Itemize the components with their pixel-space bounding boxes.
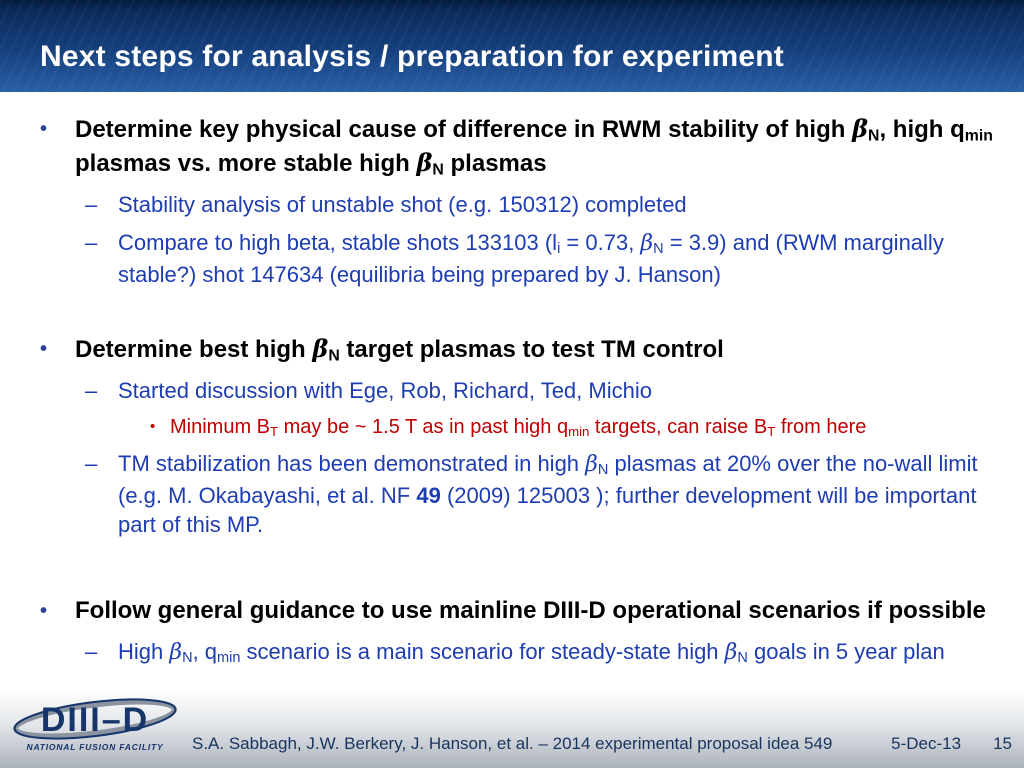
bullet-marker: –	[85, 230, 98, 256]
bullet-text: Determine best high βN target plasmas to…	[75, 333, 998, 367]
text-segment: Determine key physical cause of differen…	[75, 116, 853, 143]
subscript: N	[597, 462, 609, 479]
text-segment: Stability analysis of unstable shot (e.g…	[118, 192, 687, 218]
text-segment: , high q	[879, 116, 965, 143]
greek-symbol: β	[585, 452, 598, 478]
greek-symbol: β	[852, 114, 869, 143]
greek-symbol: β	[169, 639, 183, 665]
bullet-line-l1: • Determine best high βN target plasmas t…	[40, 333, 998, 367]
text-segment: goals in 5 year plan	[747, 638, 945, 664]
bullet-marker: •	[40, 600, 48, 623]
bullet-marker: •	[40, 338, 48, 361]
bullet-line-l2: – TM stabilization has been demonstrated …	[85, 449, 998, 539]
bullet-line-l1: • Follow general guidance to use mainline…	[40, 595, 998, 628]
bullet-line-l2: – Started discussion with Ege, Rob, Richa…	[85, 376, 998, 405]
bullet-marker: –	[85, 638, 98, 664]
bullet-text: Determine key physical cause of differen…	[75, 113, 998, 181]
text-segment: TM stabilization has been demonstrated i…	[118, 451, 586, 477]
logo-ellipse-navy	[13, 698, 177, 740]
footer-strip	[0, 690, 1024, 768]
subscript: N	[653, 241, 664, 258]
subscript: N	[432, 161, 444, 179]
bullet-marker: •	[40, 118, 48, 140]
text-segment: plasmas vs. more stable high	[75, 150, 417, 178]
greek-symbol: β	[416, 148, 433, 178]
text-segment: from here	[775, 416, 867, 439]
text-segment: plasmas	[443, 150, 547, 178]
footer-text: S.A. Sabbagh, J.W. Berkery, J. Hanson, e…	[192, 734, 1012, 754]
text-segment: Follow general guidance to use mainline …	[75, 597, 986, 625]
text-segment: may be ~ 1.5 T as in past high q	[278, 416, 569, 439]
bullet-line-l2: – Stability analysis of unstable shot (e.…	[85, 190, 998, 219]
bullet-marker: •	[150, 418, 156, 436]
greek-symbol: β	[312, 334, 329, 364]
text-segment: Minimum B	[170, 416, 271, 439]
subscript: min	[568, 424, 590, 440]
subscript: T	[767, 424, 776, 440]
bullet-text: Compare to high beta, stable shots 13310…	[118, 228, 998, 289]
bullet-group: • Follow general guidance to use mainline…	[40, 595, 998, 668]
bullet-text: Follow general guidance to use mainline …	[75, 595, 998, 628]
bullet-text: Started discussion with Ege, Rob, Richar…	[118, 376, 998, 405]
bullet-line-l3: • Minimum BT may be ~ 1.5 T as in past hi…	[150, 414, 998, 440]
text-segment: Started discussion with Ege, Rob, Richar…	[118, 378, 652, 404]
text-segment: plasmas at 20% over the no-wall limit (e…	[118, 451, 978, 508]
text-segment: (2009) 125003 ); further development wil…	[118, 482, 977, 538]
bullet-group: • Determine key physical cause of differe…	[40, 113, 998, 289]
bullet-text: Minimum BT may be ~ 1.5 T as in past hig…	[170, 414, 998, 440]
text-segment: Determine best high	[75, 336, 313, 364]
bullet-text: High βN, qmin scenario is a main scenari…	[118, 637, 998, 668]
text-segment: target plasmas to test TM control	[339, 336, 724, 364]
bullet-marker: –	[85, 378, 98, 404]
bullet-marker: –	[85, 451, 98, 477]
logo-name: DIII–D	[41, 701, 149, 739]
footer-page-number: 15	[993, 734, 1012, 753]
text-segment: scenario is a main scenario for steady-s…	[240, 638, 725, 664]
text-segment: = 3.9) and (RWM marginally stable?) shot…	[118, 230, 944, 287]
bullet-marker: –	[85, 192, 98, 218]
bullet-line-l2: – Compare to high beta, stable shots 1331…	[85, 228, 998, 289]
subscript: N	[328, 347, 340, 365]
bullet-line-l1: • Determine key physical cause of differe…	[40, 113, 998, 181]
bullet-group: • Determine best high βN target plasmas t…	[40, 333, 998, 539]
bullet-line-l2: – High βN, qmin scenario is a main scenar…	[85, 637, 998, 668]
bullet-text: Stability analysis of unstable shot (e.g…	[118, 190, 998, 219]
text-segment: High	[118, 638, 170, 664]
slide-header	[0, 0, 1024, 92]
greek-symbol: β	[640, 231, 654, 257]
slide-body: • Determine key physical cause of differe…	[40, 113, 998, 668]
text-segment: Compare to high beta, stable shots 13310…	[118, 230, 558, 256]
subscript: min	[964, 127, 993, 145]
footer-date: 5-Dec-13	[891, 734, 962, 753]
subscript: i	[557, 241, 561, 258]
subscript: N	[182, 650, 193, 667]
bullet-text: TM stabilization has been demonstrated i…	[118, 449, 998, 539]
text-segment: targets, can raise B	[589, 416, 768, 439]
greek-symbol: β	[724, 639, 738, 665]
subscript: N	[868, 127, 880, 145]
text-segment: , q	[192, 638, 218, 664]
subscript: N	[737, 650, 748, 667]
logo-subtitle: NATIONAL FUSION FACILITY	[27, 742, 164, 752]
subscript: min	[217, 650, 241, 667]
slide-title: Next steps for analysis / preparation fo…	[40, 40, 784, 73]
footer-credit: S.A. Sabbagh, J.W. Berkery, J. Hanson, e…	[192, 734, 833, 753]
text-segment: = 0.73,	[560, 230, 641, 256]
text-segment: 49	[416, 482, 441, 508]
subscript: T	[270, 424, 279, 440]
diii-d-logo: DIII–D NATIONAL FUSION FACILITY	[13, 698, 177, 752]
